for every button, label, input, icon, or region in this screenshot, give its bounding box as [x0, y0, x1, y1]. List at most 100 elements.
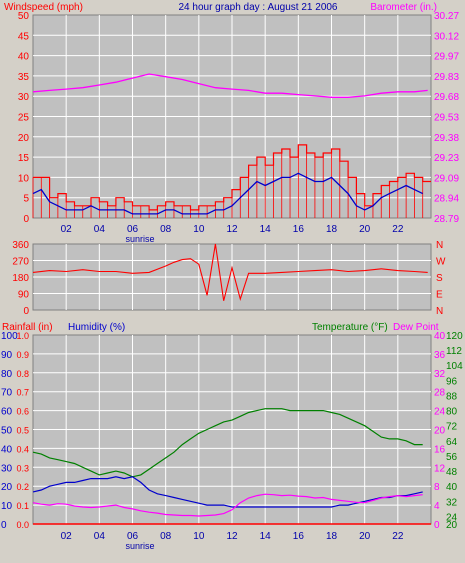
rainfall-axis-label: Rainfall (in) [2, 322, 53, 333]
dew_point-line [32, 493, 423, 517]
wind-direction-line [32, 243, 428, 301]
temp-tick-20: 20 [446, 520, 458, 531]
compass-tick-1: E [436, 290, 443, 301]
x-tick-label-bottom-12: 12 [226, 531, 238, 542]
temp-tick-112: 112 [446, 346, 462, 357]
wind-tick-50: 50 [18, 11, 30, 22]
dew-tick-0: 0 [434, 520, 440, 531]
compass-tick-2: S [436, 273, 443, 284]
x-tick-label-bottom-04: 04 [94, 531, 106, 542]
wind-tick-0: 0 [23, 214, 29, 225]
humidity-tick-90: 90 [1, 350, 13, 361]
rain-tick-2: 0.2 [16, 482, 29, 492]
temp-tick-24: 24 [446, 512, 458, 523]
barometer-tick-6: 29.68 [434, 92, 459, 103]
wind-tick-30: 30 [18, 92, 30, 103]
wind-tick-45: 45 [18, 31, 30, 42]
barometer-tick-0: 28.79 [434, 214, 459, 225]
rain-tick-7: 0.7 [16, 388, 29, 398]
rain-tick-3: 0.3 [16, 463, 29, 473]
graph-title: 24 hour graph day : August 21 2006 [178, 2, 337, 13]
barometer-tick-5: 29.53 [434, 113, 459, 124]
direction-tick-90: 90 [18, 290, 30, 301]
temp-tick-32: 32 [446, 497, 458, 508]
dew-tick-7: 28 [434, 388, 446, 399]
humidity-tick-80: 80 [1, 369, 13, 380]
dew-point-axis-label: Dew Point [393, 322, 439, 333]
wind-tick-15: 15 [18, 153, 30, 164]
barometer-tick-10: 30.27 [434, 11, 459, 22]
compass-tick-3: W [436, 257, 446, 268]
sunrise-label-top: sunrise [125, 234, 154, 244]
humidity-tick-10: 10 [1, 501, 13, 512]
x-tick-label-top-20: 20 [359, 224, 371, 235]
barometer-tick-2: 29.09 [434, 173, 459, 184]
x-tick-label-top-02: 02 [61, 224, 73, 235]
compass-tick-4: N [436, 240, 443, 251]
dew-tick-6: 24 [434, 407, 446, 418]
x-tick-label-bottom-14: 14 [260, 531, 272, 542]
temp-tick-40: 40 [446, 482, 458, 493]
barometer-tick-7: 29.83 [434, 72, 459, 83]
direction-tick-360: 360 [12, 240, 29, 251]
humidity-tick-50: 50 [1, 426, 13, 437]
x-tick-label-bottom-08: 08 [160, 531, 172, 542]
temperature-line [32, 408, 423, 478]
x-tick-label-top-10: 10 [193, 224, 205, 235]
wind-tick-20: 20 [18, 133, 30, 144]
humidity-tick-0: 0 [1, 520, 7, 531]
data-series [32, 73, 431, 525]
rain-tick-4: 0.4 [16, 444, 29, 454]
humidity-tick-70: 70 [1, 388, 13, 399]
dew-tick-10: 40 [434, 331, 446, 342]
dew-tick-9: 36 [434, 350, 446, 361]
x-tick-label-bottom-02: 02 [61, 531, 73, 542]
barometer-axis-label: Barometer (in.) [370, 2, 437, 13]
wind-tick-10: 10 [18, 173, 30, 184]
rain-tick-6: 0.6 [16, 407, 29, 417]
temp-tick-104: 104 [446, 361, 463, 372]
x-tick-label-bottom-22: 22 [392, 531, 404, 542]
temp-tick-96: 96 [446, 376, 458, 387]
wind-tick-35: 35 [18, 72, 30, 83]
barometer-tick-8: 29.97 [434, 52, 459, 63]
temp-tick-48: 48 [446, 467, 458, 478]
rain-tick-8: 0.8 [16, 369, 29, 379]
wind-tick-25: 25 [18, 113, 30, 124]
x-tick-label-bottom-10: 10 [193, 531, 205, 542]
humidity-tick-60: 60 [1, 407, 13, 418]
wind-axis-label: Windspeed (mph) [4, 2, 83, 13]
x-tick-label-bottom-06: 06 [127, 531, 139, 542]
direction-tick-270: 270 [12, 257, 29, 268]
temp-tick-88: 88 [446, 391, 458, 402]
rain-tick-10: 1.0 [16, 331, 29, 341]
x-tick-label-top-06: 06 [127, 224, 139, 235]
humidity-tick-100: 100 [1, 331, 18, 342]
humidity-tick-30: 30 [1, 463, 13, 474]
direction-tick-0: 0 [23, 306, 29, 317]
rain-tick-0: 0.0 [16, 520, 29, 530]
x-tick-label-bottom-16: 16 [293, 531, 305, 542]
x-tick-label-top-16: 16 [293, 224, 305, 235]
humidity-tick-20: 20 [1, 482, 13, 493]
dew-tick-4: 16 [434, 444, 446, 455]
temperature-axis-label: Temperature (°F) [312, 322, 388, 333]
rain-tick-9: 0.9 [16, 350, 29, 360]
axis-tick-labels: 0202040406060808101012121414161618182020… [1, 11, 463, 542]
barometer-tick-9: 30.12 [434, 31, 459, 42]
x-tick-label-top-14: 14 [260, 224, 272, 235]
dew-tick-3: 12 [434, 463, 446, 474]
dew-tick-1: 4 [434, 501, 440, 512]
dew-tick-2: 8 [434, 482, 440, 493]
temp-tick-120: 120 [446, 331, 463, 342]
humidity-axis-label: Humidity (%) [68, 322, 125, 333]
compass-tick-0: N [436, 306, 443, 317]
wind-tick-5: 5 [23, 194, 29, 205]
rain-tick-1: 0.1 [16, 501, 29, 511]
barometer-line [32, 73, 428, 98]
sunrise-label-bottom: sunrise [125, 541, 154, 551]
x-tick-label-bottom-20: 20 [359, 531, 371, 542]
temp-tick-64: 64 [446, 437, 458, 448]
barometer-tick-1: 28.94 [434, 194, 459, 205]
wind-tick-40: 40 [18, 52, 30, 63]
